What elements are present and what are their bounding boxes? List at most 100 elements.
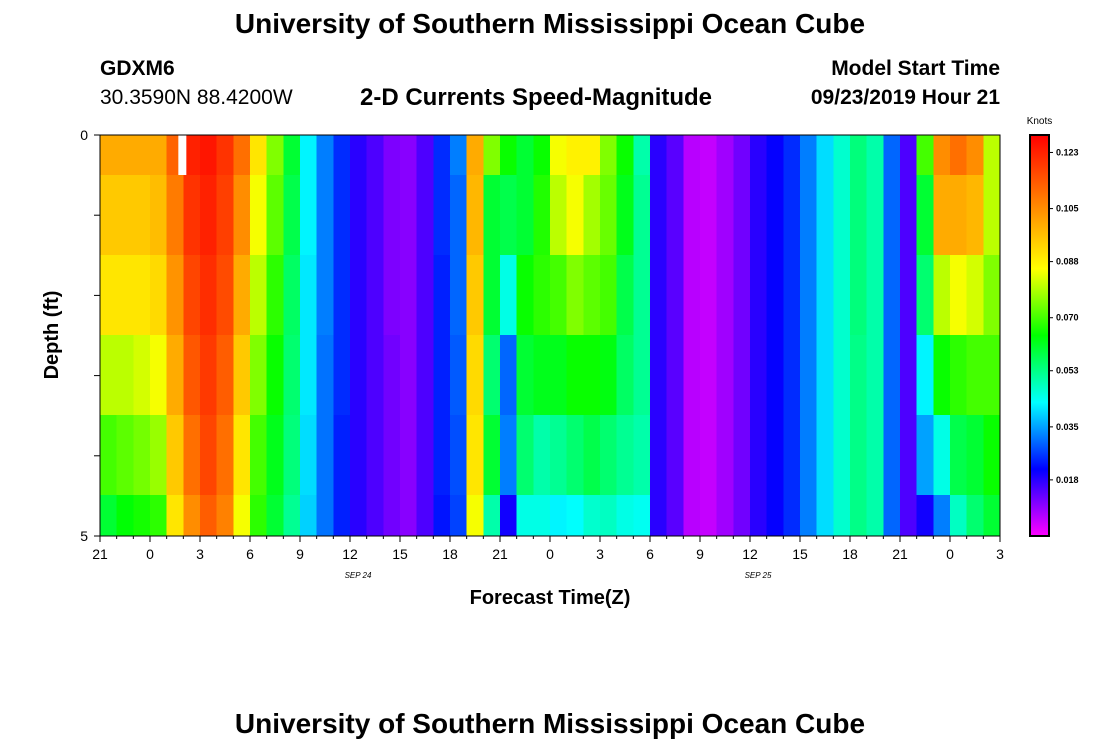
heatmap-cell	[433, 415, 451, 495]
heatmap-cell	[116, 135, 134, 175]
heatmap-cell	[566, 415, 584, 495]
colorbar: Knots 0.123 0.105 0.088 0.070 0.053 0.035 0.018	[1027, 116, 1079, 537]
heatmap-cell	[383, 415, 401, 495]
heatmap-cell	[666, 255, 684, 335]
heatmap-cell	[183, 415, 201, 495]
heatmap-cell	[150, 175, 168, 255]
heatmap-cell	[216, 135, 234, 175]
heatmap-cell	[566, 335, 584, 415]
heatmap-cell	[533, 495, 551, 536]
heatmap-cell	[300, 495, 318, 536]
heatmap-cell	[933, 495, 951, 536]
heatmap-cell	[816, 255, 834, 335]
heatmap-cell	[300, 255, 318, 335]
heatmap-cell	[216, 255, 234, 335]
heatmap-cell	[783, 175, 801, 255]
heatmap-cell	[400, 495, 418, 536]
station-coords: 30.3590N 88.4200W	[100, 86, 293, 109]
heatmap-cell	[766, 135, 784, 175]
heatmap-cell	[550, 255, 568, 335]
heatmap-cell	[733, 135, 751, 175]
x-tick-label: 18	[442, 546, 458, 562]
heatmap-cell	[516, 335, 534, 415]
heatmap-cell	[900, 495, 918, 536]
heatmap-cell	[116, 175, 134, 255]
heatmap-cell	[466, 175, 484, 255]
heatmap-cell	[750, 335, 768, 415]
heatmap-cell	[166, 335, 184, 415]
heatmap-cell	[416, 255, 434, 335]
heatmap-cell	[733, 335, 751, 415]
heatmap-cell	[283, 135, 301, 175]
heatmap-cell	[250, 255, 268, 335]
x-tick-label: 21	[92, 546, 108, 562]
heatmap-cell	[916, 335, 934, 415]
heatmap-cell	[583, 495, 601, 536]
heatmap-cell	[583, 415, 601, 495]
heatmap-cell	[600, 175, 618, 255]
heatmap-cell	[850, 335, 868, 415]
heatmap-cell	[783, 135, 801, 175]
heatmap-cell	[283, 175, 301, 255]
heatmap-cell	[983, 175, 1001, 255]
heatmap-cell	[666, 495, 684, 536]
heatmap-cell	[133, 175, 151, 255]
x-tick-label: 21	[892, 546, 908, 562]
x-tick-label: 12	[742, 546, 758, 562]
heatmap-cell	[616, 175, 634, 255]
heatmap-cell	[566, 255, 584, 335]
heatmap-cell	[200, 495, 218, 536]
heatmap-cell	[466, 495, 484, 536]
heatmap-cell	[800, 135, 818, 175]
heatmap-cell	[766, 175, 784, 255]
heatmap-cell	[600, 495, 618, 536]
heatmap-cell	[216, 335, 234, 415]
heatmap-cell	[450, 415, 468, 495]
heatmap-cell	[916, 135, 934, 175]
heatmap-cell	[866, 495, 884, 536]
x-axis: 21 0 3 6 9 12 15 18 21 0 3 6 9 12 15 18 21 0 3 SEP 24 SEP 25	[92, 536, 1004, 580]
heatmap-cell	[883, 135, 901, 175]
heatmap-cell	[716, 335, 734, 415]
heatmap-cell	[850, 415, 868, 495]
heatmap-cell	[300, 135, 318, 175]
heatmap-cell	[350, 335, 368, 415]
heatmap-cell	[366, 255, 384, 335]
heatmap-cell	[850, 175, 868, 255]
heatmap-cell	[900, 175, 918, 255]
heatmap-cell	[966, 135, 984, 175]
heatmap-cell	[350, 495, 368, 536]
heatmap-cell	[833, 255, 851, 335]
heatmap-cell	[116, 495, 134, 536]
heatmap-cell	[233, 135, 251, 175]
x-tick-label: 9	[296, 546, 304, 562]
heatmap-cell	[533, 255, 551, 335]
heatmap-cell	[650, 415, 668, 495]
heatmap-cell	[233, 255, 251, 335]
heatmap-cell	[583, 255, 601, 335]
heatmap-cell	[566, 495, 584, 536]
heatmap-cell	[250, 415, 268, 495]
heatmap-cell	[250, 135, 268, 175]
heatmap-cell	[266, 175, 284, 255]
heatmap-cell	[350, 175, 368, 255]
heatmap-cell	[683, 415, 701, 495]
heatmap-cell	[233, 335, 251, 415]
heatmap-cell	[600, 415, 618, 495]
heatmap-cell	[350, 255, 368, 335]
heatmap-cell	[116, 335, 134, 415]
heatmap-cell	[516, 415, 534, 495]
heatmap-cell	[866, 415, 884, 495]
heatmap-cell	[733, 415, 751, 495]
heatmap-cells	[100, 135, 1001, 536]
heatmap-cell	[583, 135, 601, 175]
page-title: University of Southern Mississippi Ocean…	[234, 8, 866, 39]
heatmap-cell	[233, 415, 251, 495]
heatmap-cell	[316, 335, 334, 415]
heatmap-cell	[483, 135, 501, 175]
heatmap-cell	[666, 335, 684, 415]
heatmap-cell	[700, 135, 718, 175]
heatmap-cell	[933, 255, 951, 335]
heatmap-cell	[483, 255, 501, 335]
heatmap-cell	[550, 175, 568, 255]
